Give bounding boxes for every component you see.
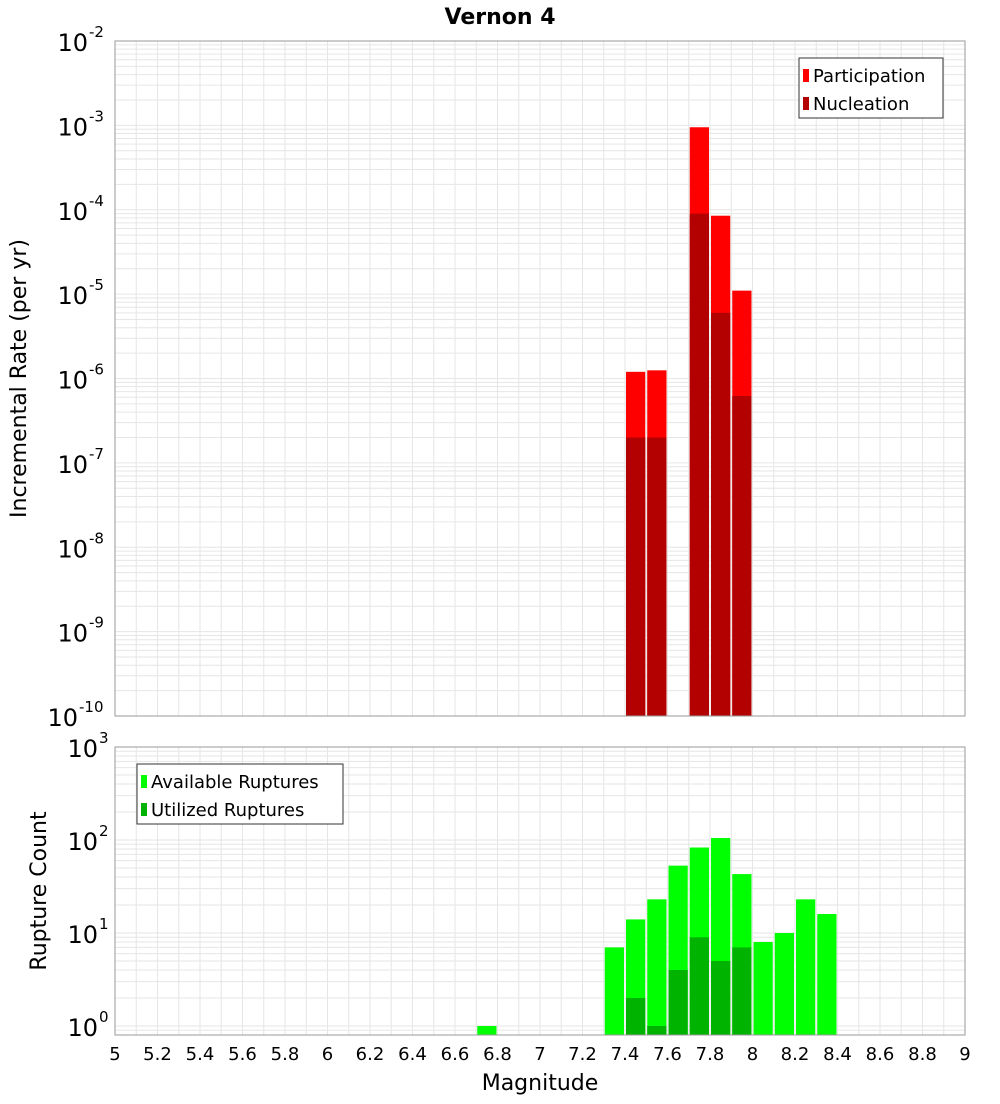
y-tick-exponent: -6 xyxy=(89,361,104,379)
y-tick-exponent: -3 xyxy=(89,107,104,125)
x-tick-label: 6 xyxy=(322,1044,333,1065)
legend-swatch xyxy=(803,97,809,110)
x-tick-label: 5.6 xyxy=(228,1044,257,1065)
y-tick-exponent: -9 xyxy=(89,614,104,632)
bar xyxy=(604,947,624,1035)
legend-label: Utilized Ruptures xyxy=(151,800,304,821)
bar xyxy=(817,914,837,1035)
y-tick-label: 10 xyxy=(57,451,88,479)
x-tick-label: 5 xyxy=(109,1044,120,1065)
bar xyxy=(668,969,688,1035)
y-axis-label-1: Rupture Count xyxy=(27,811,52,971)
bar xyxy=(647,1025,667,1035)
x-tick-label: 7.4 xyxy=(611,1044,640,1065)
y-tick-exponent: 3 xyxy=(99,729,109,747)
y-tick-label: 10 xyxy=(67,921,98,949)
x-tick-label: 8 xyxy=(747,1044,758,1065)
legend-label: Available Ruptures xyxy=(151,772,319,793)
legend-1: Available Ruptures Utilized Ruptures xyxy=(136,763,344,825)
plot-frame-0 xyxy=(114,40,966,717)
plot-frame-1 xyxy=(114,746,966,1036)
y-tick-exponent: -8 xyxy=(89,529,104,547)
bar xyxy=(626,437,646,716)
y-tick-label: 10 xyxy=(47,704,78,732)
x-tick-label: 8.8 xyxy=(908,1044,937,1065)
x-axis-ticks: 5 5.2 5.4 5.6 5.8 6 6.2 6.4 6.6 6.8 7 7.2 7.4 7.6 7.8 8… xyxy=(109,1044,970,1065)
bar xyxy=(711,960,731,1035)
y-axis-label-0: Incremental Rate (per yr) xyxy=(7,239,32,518)
y-tick-label: 10 xyxy=(57,198,88,226)
y-tick-exponent: -2 xyxy=(89,23,104,41)
y-tick-label: 10 xyxy=(57,535,88,563)
bar xyxy=(753,942,773,1035)
y-tick-exponent: 2 xyxy=(99,822,109,840)
x-tick-label: 7 xyxy=(534,1044,545,1065)
bar xyxy=(647,437,667,716)
y-tick-exponent: 0 xyxy=(99,1008,109,1026)
x-tick-label: 7.2 xyxy=(568,1044,597,1065)
y-tick-label: 10 xyxy=(57,367,88,395)
y-tick-label: 10 xyxy=(57,282,88,310)
x-axis-label: Magnitude xyxy=(482,1071,599,1096)
legend-swatch xyxy=(803,69,809,82)
legend-swatch xyxy=(141,803,147,816)
x-tick-label: 6.6 xyxy=(441,1044,470,1065)
bar xyxy=(647,899,667,1035)
legend-0: Participation Nucleation xyxy=(798,57,944,119)
y-tick-exponent: -4 xyxy=(89,192,104,210)
y-tick-label: 10 xyxy=(67,735,98,763)
legend-label: Nucleation xyxy=(813,94,909,115)
y-tick-label: 10 xyxy=(67,828,98,856)
x-tick-label: 6.8 xyxy=(483,1044,512,1065)
x-tick-label: 7.8 xyxy=(696,1044,725,1065)
x-tick-label: 5.8 xyxy=(271,1044,300,1065)
x-tick-label: 8.4 xyxy=(823,1044,852,1065)
x-tick-label: 6.4 xyxy=(398,1044,427,1065)
y-tick-label: 10 xyxy=(67,1014,98,1042)
bar xyxy=(711,312,731,716)
legend-swatch xyxy=(141,775,147,788)
bar xyxy=(626,997,646,1035)
y-tick-exponent: -5 xyxy=(89,276,104,294)
y-tick-label: 10 xyxy=(57,29,88,57)
x-tick-label: 7.6 xyxy=(653,1044,682,1065)
x-tick-label: 6.2 xyxy=(356,1044,385,1065)
x-tick-label: 5.2 xyxy=(143,1044,172,1065)
y-tick-exponent: -10 xyxy=(79,698,104,716)
y-tick-exponent: 1 xyxy=(99,915,109,933)
bar xyxy=(796,899,816,1035)
bar xyxy=(689,937,709,1035)
y-tick-label: 10 xyxy=(57,113,88,141)
bar xyxy=(774,932,794,1035)
legend-box xyxy=(136,763,344,825)
bar xyxy=(477,1025,497,1035)
bar xyxy=(732,396,752,716)
legend-box xyxy=(798,57,944,119)
y-tick-label: 10 xyxy=(57,620,88,648)
x-tick-label: 8.6 xyxy=(866,1044,895,1065)
series-nucleation xyxy=(626,213,752,717)
series-utilized-ruptures xyxy=(626,937,752,1035)
legend-label: Participation xyxy=(813,66,925,87)
x-tick-label: 8.2 xyxy=(781,1044,810,1065)
bar xyxy=(689,213,709,717)
x-tick-label: 5.4 xyxy=(186,1044,215,1065)
bar xyxy=(732,947,752,1035)
y-tick-exponent: -7 xyxy=(89,445,104,463)
grid-lines-0 xyxy=(115,41,965,716)
x-tick-label: 9 xyxy=(959,1044,970,1065)
chart-title: Vernon 4 xyxy=(445,5,556,30)
